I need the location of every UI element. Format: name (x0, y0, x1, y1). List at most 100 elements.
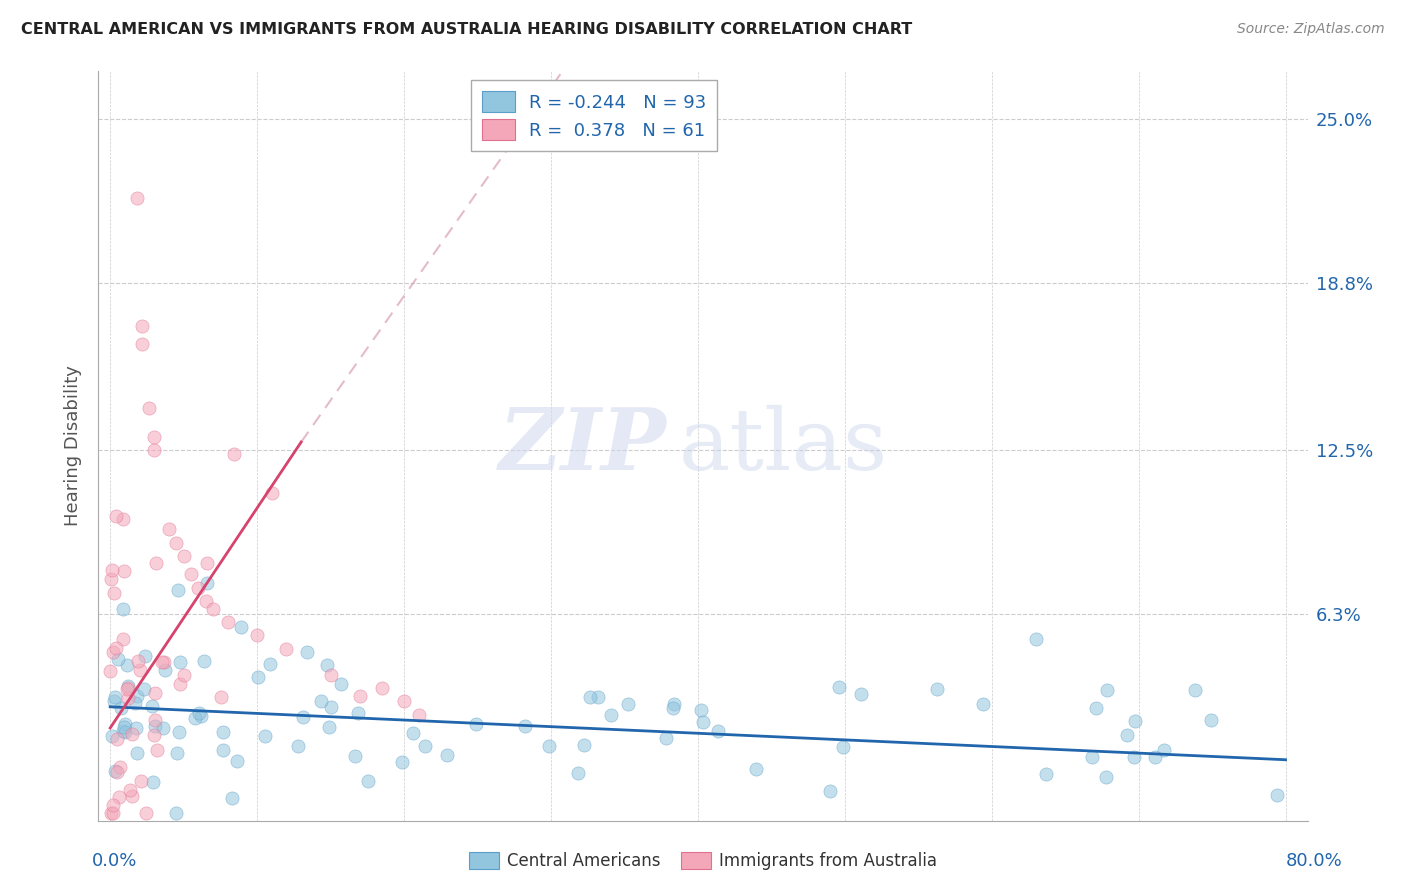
Point (129, 773, 152, 788)
Point (222, 447, 245, 461)
Point (1123, 714, 1146, 728)
Point (391, 755, 413, 769)
Point (124, 721, 146, 735)
Point (464, 717, 486, 731)
Point (100, 572, 122, 586)
Point (246, 670, 269, 684)
Point (141, 698, 163, 713)
Point (169, 677, 191, 691)
Point (349, 689, 371, 703)
Point (260, 485, 283, 500)
Point (690, 703, 713, 717)
Point (309, 694, 332, 708)
Text: 80.0%: 80.0% (1286, 852, 1343, 870)
Point (972, 697, 994, 711)
Point (115, 657, 138, 672)
Point (125, 689, 148, 703)
Point (125, 191, 148, 205)
Point (103, 764, 125, 779)
Point (101, 798, 124, 813)
Point (114, 716, 136, 731)
Point (617, 697, 640, 711)
Text: Source: ZipAtlas.com: Source: ZipAtlas.com (1237, 22, 1385, 37)
Point (121, 789, 143, 803)
Point (100, 805, 122, 820)
Point (346, 706, 368, 720)
Point (166, 746, 188, 760)
Point (692, 714, 714, 729)
Point (150, 655, 173, 669)
Point (1116, 728, 1139, 742)
Point (125, 746, 148, 760)
Point (195, 556, 218, 570)
Point (1153, 742, 1175, 756)
Point (1035, 767, 1057, 781)
Point (111, 723, 134, 738)
Point (246, 628, 269, 642)
Point (142, 728, 165, 742)
Point (107, 652, 129, 666)
Point (131, 337, 153, 351)
Point (436, 747, 458, 762)
Point (103, 694, 125, 708)
Point (112, 720, 135, 734)
Point (231, 620, 253, 634)
Point (925, 681, 948, 696)
Point (169, 655, 191, 669)
Point (318, 720, 340, 734)
Point (193, 655, 215, 669)
Point (402, 726, 425, 740)
Point (319, 668, 342, 682)
Point (152, 721, 174, 735)
Point (329, 677, 352, 691)
Point (117, 679, 139, 693)
Point (104, 690, 127, 704)
Point (117, 690, 139, 705)
Point (413, 739, 436, 753)
Point (135, 805, 157, 820)
Point (184, 711, 207, 725)
Point (655, 731, 678, 745)
Point (165, 535, 187, 549)
Point (128, 663, 150, 677)
Point (121, 727, 143, 741)
Point (118, 783, 141, 797)
Point (165, 805, 187, 820)
Point (100, 729, 122, 743)
Point (574, 738, 596, 752)
Point (1080, 749, 1102, 764)
Point (153, 663, 176, 677)
Point (567, 766, 589, 780)
Legend: R = -0.244   N = 93, R =  0.378   N = 61: R = -0.244 N = 93, R = 0.378 N = 61 (471, 80, 717, 151)
Point (745, 762, 768, 776)
Point (828, 680, 851, 694)
Point (537, 739, 560, 754)
Point (259, 657, 281, 671)
Point (209, 690, 232, 705)
Point (217, 615, 239, 629)
Point (1123, 749, 1146, 764)
Point (173, 549, 195, 563)
Point (131, 318, 153, 333)
Point (110, 701, 132, 715)
Text: 0.0%: 0.0% (91, 852, 136, 870)
Point (706, 723, 728, 738)
Point (112, 632, 135, 647)
Point (132, 681, 155, 696)
Point (586, 690, 609, 705)
Point (408, 707, 430, 722)
Point (194, 594, 217, 608)
Point (98, 664, 121, 678)
Point (143, 442, 166, 457)
Point (662, 701, 685, 715)
Text: ZIP: ZIP (499, 404, 666, 488)
Point (1095, 683, 1118, 698)
Point (851, 687, 873, 701)
Point (105, 731, 128, 746)
Point (1143, 750, 1166, 764)
Point (143, 713, 166, 727)
Point (212, 725, 235, 739)
Point (167, 725, 190, 739)
Point (343, 749, 366, 764)
Point (1184, 682, 1206, 697)
